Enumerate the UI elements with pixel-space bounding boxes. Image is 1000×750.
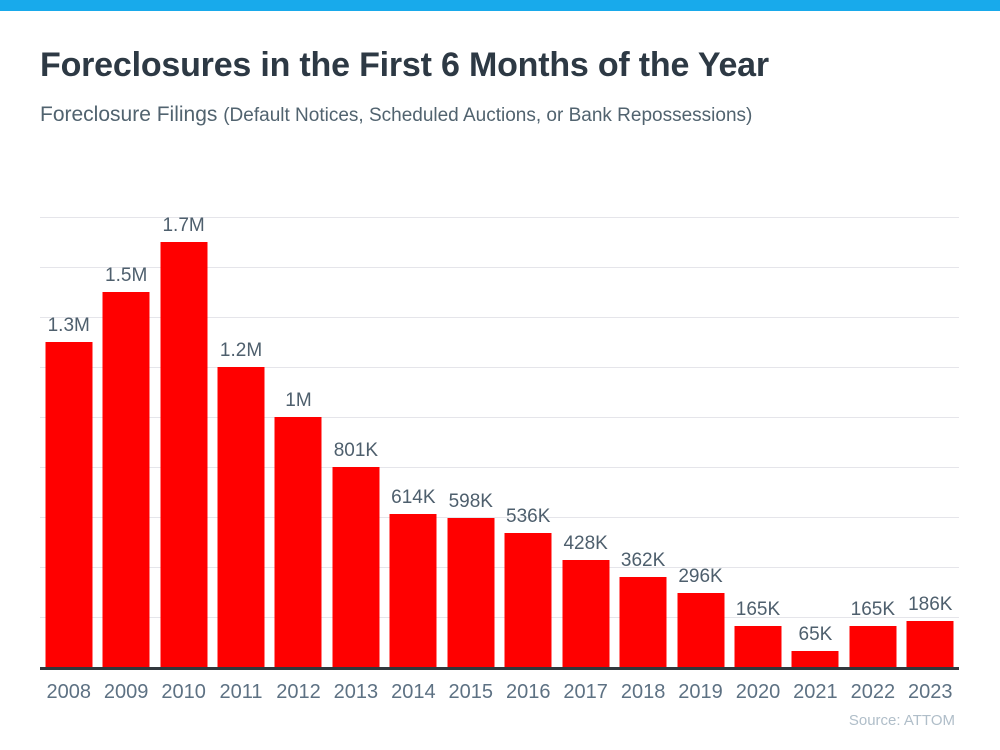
- bar-2009: [102, 292, 150, 667]
- bar-2019: [677, 593, 725, 667]
- bar-value-label: 598K: [448, 490, 493, 512]
- bar-value-label: 296K: [678, 566, 723, 587]
- x-axis-label: 2015: [448, 681, 494, 703]
- bar-value-label: 428K: [563, 533, 608, 554]
- subtitle-detail: (Default Notices, Scheduled Auctions, or…: [223, 105, 753, 126]
- x-axis-label: 2012: [276, 681, 321, 703]
- bar-2018: [619, 576, 667, 667]
- x-axis-label: 2014: [391, 681, 436, 703]
- bar-value-label: 801K: [333, 439, 379, 461]
- bar-2011: [217, 367, 265, 667]
- bar-group-2014: 614K 2014: [385, 217, 442, 703]
- x-axis-label: 2021: [793, 681, 838, 703]
- bar-value-label: 614K: [391, 486, 436, 508]
- bar-2021: [791, 650, 839, 667]
- bar-2016: [504, 533, 552, 667]
- chart-subtitle: Foreclosure Filings (Default Notices, Sc…: [40, 103, 752, 127]
- gridline: [40, 567, 959, 568]
- bar-value-label: 1.2M: [219, 340, 263, 361]
- bar-2015: [447, 517, 495, 667]
- bar-group-2013: 801K 2013: [327, 217, 384, 703]
- source-attribution: Source: ATTOM: [848, 712, 955, 729]
- bar-group-2019: 296K 2019: [672, 217, 729, 703]
- subtitle-main: Foreclosure Filings: [40, 103, 224, 126]
- gridline: [40, 317, 959, 318]
- bar-group-2015: 598K 2015: [442, 217, 499, 703]
- x-axis-label: 2011: [219, 681, 263, 703]
- chart-title: Foreclosures in the First 6 Months of th…: [40, 46, 769, 84]
- bar-2013: [332, 466, 380, 667]
- bar-group-2020: 165K 2020: [729, 217, 786, 703]
- x-axis-label: 2022: [850, 681, 896, 703]
- x-axis-label: 2009: [103, 681, 149, 703]
- bar-group-2012: 1M 2012: [270, 217, 327, 703]
- gridline: [40, 217, 959, 218]
- bar-2022: [849, 625, 897, 667]
- x-axis-label: 2023: [908, 681, 953, 703]
- x-axis-label: 2020: [735, 681, 781, 703]
- x-axis-label: 2008: [46, 681, 91, 703]
- bar-2020: [734, 625, 782, 667]
- plot-area: 1.3M 2008 1.5M 2009 1.7M 2010 1.2M 2011 1M 2012 80…: [40, 215, 959, 703]
- bar-group-2011: 1.2M 2011: [212, 217, 269, 703]
- bar-2008: [45, 342, 93, 667]
- top-accent-bar: [0, 0, 1000, 11]
- bar-group-2021: 65K 2021: [787, 217, 844, 703]
- x-axis-label: 2010: [161, 681, 206, 703]
- bar-2012: [274, 417, 322, 667]
- bar-value-label: 165K: [735, 598, 781, 620]
- bar-group-2008: 1.3M 2008: [40, 217, 97, 703]
- gridline: [40, 267, 959, 268]
- bar-value-label: 1.3M: [47, 315, 90, 336]
- bar-2014: [389, 513, 437, 667]
- bar-value-label: 362K: [620, 549, 666, 571]
- gridline: [40, 367, 959, 368]
- gridline: [40, 517, 959, 518]
- bar-2010: [160, 242, 208, 667]
- bar-group-2010: 1.7M 2010: [155, 215, 212, 703]
- bar-2017: [562, 560, 610, 667]
- gridline: [40, 467, 959, 468]
- bar-group-2009: 1.5M 2009: [97, 217, 154, 703]
- bar-value-label: 536K: [506, 506, 551, 527]
- bar-group-2018: 362K 2018: [614, 217, 671, 703]
- bar-value-label: 165K: [850, 598, 896, 620]
- bar-value-label: 1.7M: [162, 215, 205, 236]
- bar-value-label: 1.5M: [105, 265, 148, 286]
- bar-group-2022: 165K 2022: [844, 217, 901, 703]
- bar-group-2023: 186K 2023: [902, 217, 959, 703]
- bar-value-label: 65K: [798, 623, 833, 645]
- x-axis-label: 2013: [333, 681, 379, 703]
- bar-group-2016: 536K 2016: [500, 217, 557, 703]
- gridline: [40, 417, 959, 418]
- x-axis-label: 2016: [505, 681, 551, 703]
- x-axis-label: 2017: [563, 681, 608, 703]
- bar-group-2017: 428K 2017: [557, 217, 614, 703]
- gridline: [40, 617, 959, 618]
- bar-value-label: 186K: [908, 593, 953, 615]
- x-axis-label: 2019: [678, 681, 723, 703]
- bar-value-label: 1M: [285, 390, 312, 411]
- x-axis-label: 2018: [620, 681, 666, 703]
- bar-2023: [906, 620, 954, 667]
